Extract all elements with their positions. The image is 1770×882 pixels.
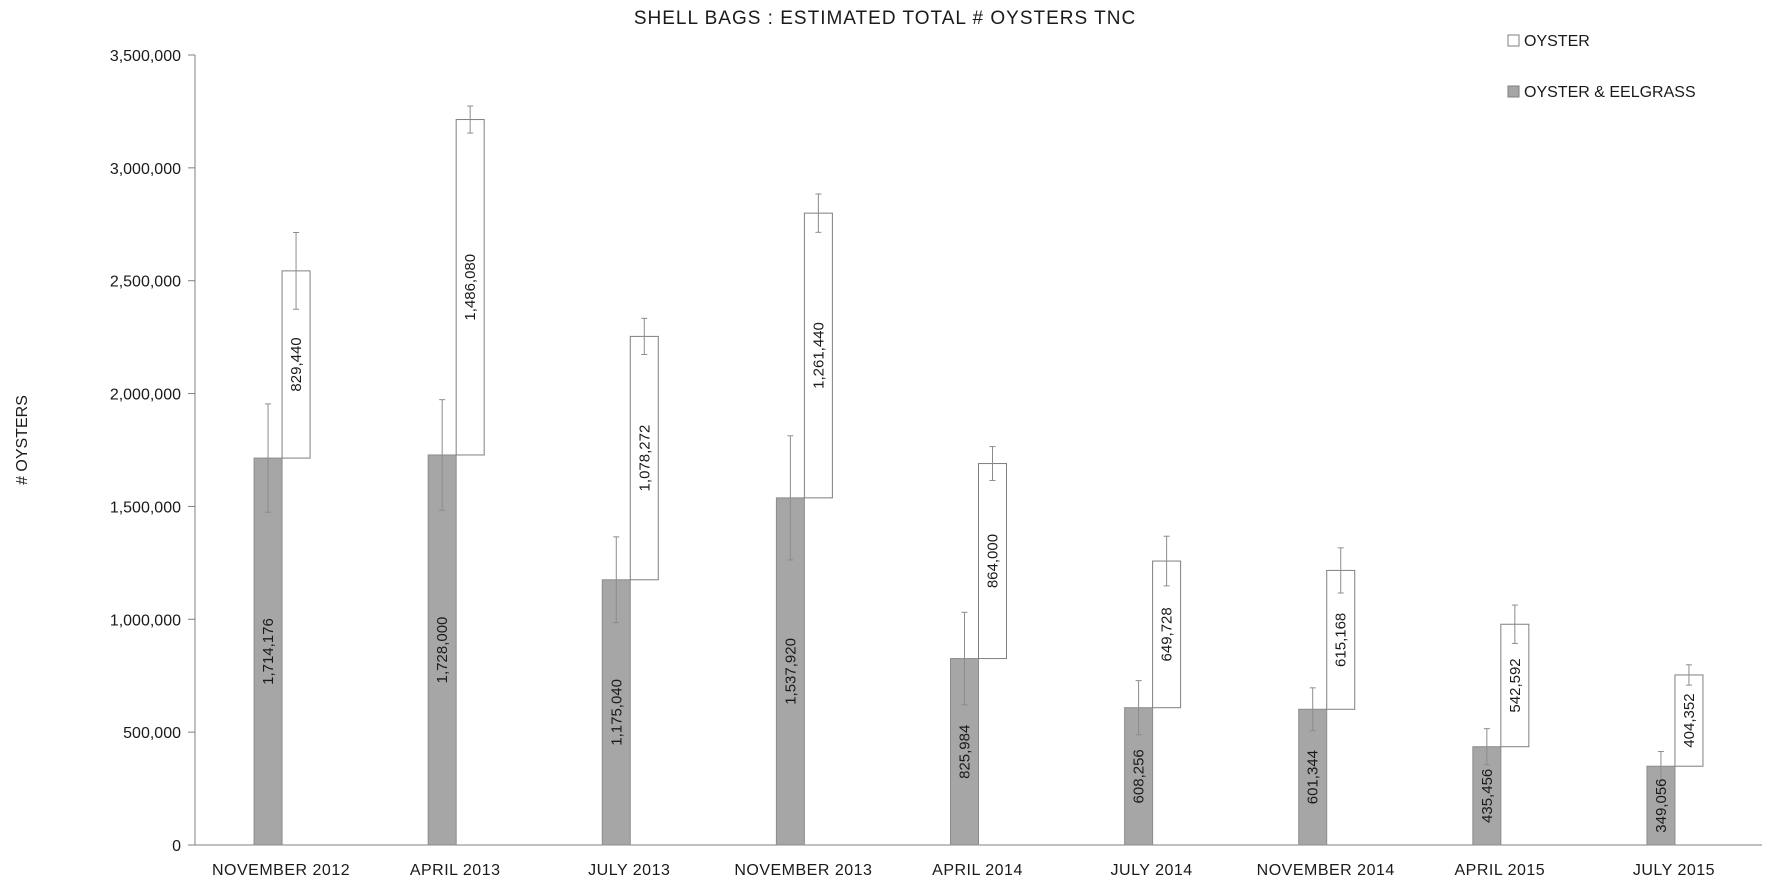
y-tick-label: 1,500,000	[110, 499, 181, 516]
data-label-oyster-eelgrass: 1,714,176	[260, 618, 277, 685]
bar-oyster	[455, 119, 485, 456]
x-category-label: APRIL 2013	[410, 862, 501, 879]
x-category-label: JULY 2013	[588, 862, 670, 879]
data-label-oyster: 829,440	[288, 337, 305, 391]
data-label-oyster: 1,486,080	[462, 254, 479, 321]
data-label-oyster: 615,168	[1333, 613, 1350, 667]
y-tick-label: 0	[172, 838, 181, 855]
bar-oyster	[629, 335, 659, 581]
data-label-oyster-eelgrass: 1,175,040	[608, 679, 625, 746]
y-tick-label: 3,000,000	[110, 161, 181, 178]
x-axis-categories: NOVEMBER 2012 APRIL 2013 JULY 2013 NOVEMBER…	[212, 862, 1715, 879]
data-label-oyster: 1,078,272	[636, 425, 653, 492]
x-category-label: JULY 2015	[1633, 862, 1715, 879]
data-label-oyster: 649,728	[1159, 607, 1176, 661]
x-category-label: NOVEMBER 2013	[734, 862, 872, 879]
bar-oyster	[803, 212, 833, 499]
x-category-label: JULY 2014	[1111, 862, 1193, 879]
bars: 1,714,176 829,440 1,728,000 1,486,080 1,175,…	[253, 105, 1704, 846]
x-category-label: APRIL 2015	[1454, 862, 1545, 879]
legend-swatch-oyster-eelgrass	[1507, 85, 1520, 98]
x-category-label: NOVEMBER 2014	[1257, 862, 1395, 879]
bar-oyster	[1326, 569, 1356, 710]
data-label-oyster: 1,261,440	[810, 322, 827, 389]
legend: OYSTER OYSTER & EELGRASS	[1507, 33, 1696, 101]
y-tick-label: 2,000,000	[110, 387, 181, 404]
data-label-oyster-eelgrass: 608,256	[1131, 749, 1148, 803]
data-label-oyster-eelgrass: 1,537,920	[782, 638, 799, 705]
bar-oyster	[1674, 674, 1704, 767]
data-label-oyster-eelgrass: 1,728,000	[434, 617, 451, 684]
data-label-oyster: 542,592	[1507, 658, 1524, 712]
bar-oyster-eelgrass	[601, 579, 631, 846]
legend-swatch-oyster	[1507, 34, 1520, 47]
bar-oyster-eelgrass	[427, 454, 457, 846]
data-label-oyster-eelgrass: 825,984	[957, 725, 974, 779]
y-axis-ticks: 0 500,000 1,000,000 1,500,000 2,000,000 2,500…	[110, 48, 195, 855]
x-category-label: NOVEMBER 2012	[212, 862, 350, 879]
y-tick-label: 1,000,000	[110, 612, 181, 629]
bar-oyster-eelgrass	[1298, 708, 1328, 846]
data-label-oyster-eelgrass: 349,056	[1653, 778, 1670, 832]
y-tick-label: 3,500,000	[110, 48, 181, 65]
data-label-oyster: 404,352	[1681, 693, 1698, 747]
legend-label-oyster: OYSTER	[1524, 33, 1590, 50]
data-label-oyster-eelgrass: 601,344	[1305, 750, 1322, 804]
data-label-oyster-eelgrass: 435,456	[1479, 769, 1496, 823]
y-tick-label: 2,500,000	[110, 274, 181, 291]
y-axis-label: # OYSTERS	[14, 395, 31, 485]
bar-oyster	[1500, 623, 1530, 748]
chart-title: SHELL BAGS : ESTIMATED TOTAL # OYSTERS T…	[634, 8, 1136, 29]
y-tick-label: 500,000	[123, 725, 181, 742]
x-category-label: APRIL 2014	[932, 862, 1023, 879]
data-label-oyster: 864,000	[985, 534, 1002, 588]
bar-oyster-eelgrass	[775, 497, 805, 846]
legend-label-oyster-eelgrass: OYSTER & EELGRASS	[1524, 84, 1696, 101]
